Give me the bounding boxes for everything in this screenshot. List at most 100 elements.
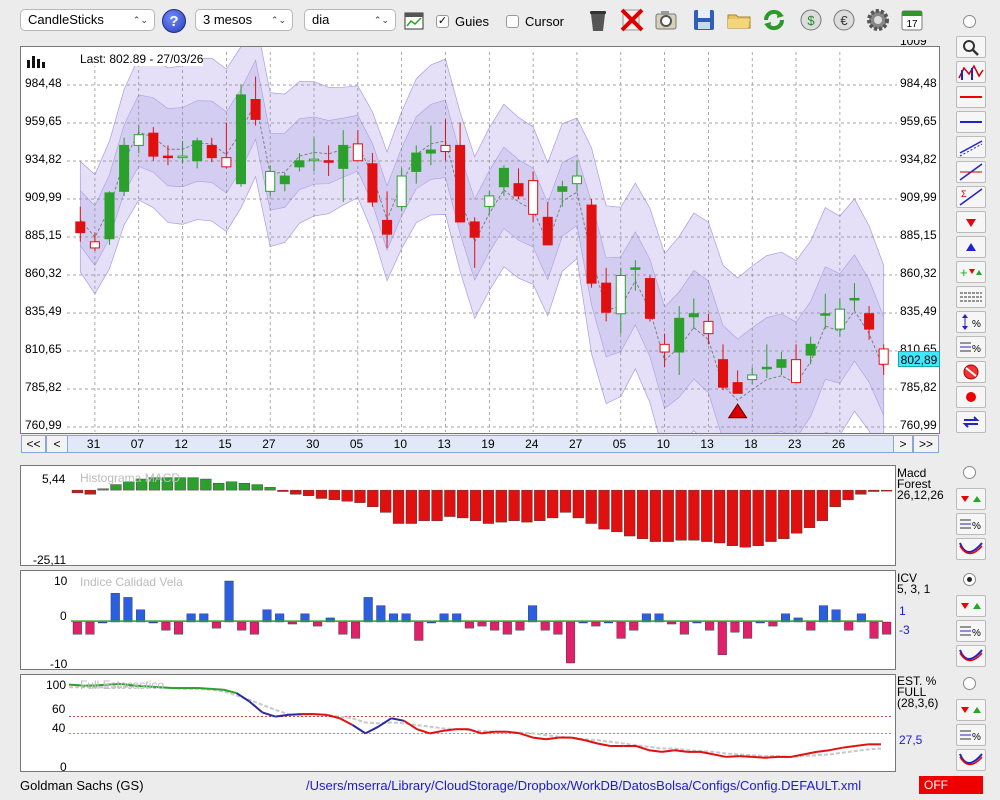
candle <box>221 122 232 169</box>
icv-radio[interactable] <box>963 573 976 586</box>
channel-icon[interactable] <box>956 136 986 158</box>
macd-bar <box>444 489 456 517</box>
icv-bar <box>603 621 613 624</box>
icv-bar <box>186 613 196 623</box>
sync-icon[interactable] <box>956 411 986 433</box>
stoch-line-segment <box>752 755 766 759</box>
macd-title: Histograma MACD <box>80 471 181 485</box>
scale-percent-icon[interactable]: % <box>956 311 986 333</box>
record-icon[interactable] <box>956 386 986 408</box>
help-button[interactable]: ? <box>162 9 186 33</box>
add-signal-icon[interactable]: + <box>956 261 986 283</box>
blue-hline-icon[interactable] <box>956 111 986 133</box>
stoch-curve-icon[interactable] <box>956 749 986 771</box>
nav-last-button[interactable]: >> <box>913 435 939 453</box>
delete-icon[interactable] <box>618 6 646 34</box>
y-tick-label: 959,65 <box>900 113 937 128</box>
x-tick-label: 27 <box>568 437 583 451</box>
chart-type-select[interactable]: CandleSticks ⌃⌄ <box>20 9 155 31</box>
svg-text:€: € <box>840 13 848 28</box>
nav-next-button[interactable]: > <box>893 435 913 453</box>
stoch-line-segment <box>313 713 327 716</box>
x-tick-label: 05 <box>349 437 364 451</box>
nav-first-button[interactable]: << <box>21 435 46 453</box>
chart-window-icon[interactable] <box>404 12 424 30</box>
stop-icon[interactable] <box>956 361 986 383</box>
cursor-checkbox[interactable] <box>506 15 519 28</box>
macd-bar <box>161 477 173 491</box>
euro-icon[interactable]: € <box>830 6 858 34</box>
macd-radio[interactable] <box>963 466 976 479</box>
stoch-y-0: 0 <box>60 760 67 774</box>
buy-arrow-icon[interactable] <box>956 236 986 258</box>
macd-bar <box>636 489 649 540</box>
candle <box>89 232 100 252</box>
stochastic-panel[interactable]: Full Estocastico <box>20 674 896 772</box>
sell-arrow-icon[interactable] <box>956 211 986 233</box>
interval-select[interactable]: dia ⌃⌄ <box>304 9 396 31</box>
stoch-line-segment <box>648 749 663 753</box>
macd-side-label-2: Forest <box>897 477 932 491</box>
current-price-badge: 802,89 <box>898 351 940 367</box>
macd-bar <box>110 484 122 491</box>
candle <box>235 84 247 187</box>
icv-bar <box>515 621 525 631</box>
stoch-line-segment <box>468 728 482 735</box>
icv-signals-icon[interactable] <box>956 595 986 617</box>
macd-bar <box>701 489 713 542</box>
nav-prev-button[interactable]: < <box>46 435 68 453</box>
macd-bar <box>547 489 559 519</box>
candle <box>148 127 159 161</box>
stoch-line-segment <box>248 700 263 714</box>
calendar-icon[interactable]: 17 <box>898 6 926 34</box>
gear-icon[interactable] <box>864 6 892 34</box>
macd-bar <box>829 489 841 508</box>
icv-bar <box>72 621 82 635</box>
stoch-line-segment <box>94 683 108 687</box>
grid-lines-icon[interactable] <box>956 286 986 308</box>
y-tick-label: 835,49 <box>900 303 937 318</box>
fibonacci-icon[interactable]: Σ <box>956 186 986 208</box>
stoch-line-segment <box>120 682 134 687</box>
icv-lines-icon[interactable]: % <box>956 620 986 642</box>
stoch-radio[interactable] <box>963 677 976 690</box>
chart-style-icon[interactable] <box>956 61 986 83</box>
trash-icon[interactable] <box>584 6 612 34</box>
candle <box>776 352 787 375</box>
icv-curve-icon[interactable] <box>956 645 986 667</box>
candle <box>279 172 290 192</box>
macd-signals-icon[interactable] <box>956 488 986 510</box>
icv-bar <box>110 593 120 623</box>
guies-checkbox[interactable]: ✓ <box>436 15 449 28</box>
refresh-icon[interactable] <box>760 6 788 34</box>
icv-bar <box>553 621 563 635</box>
candle <box>615 267 626 334</box>
macd-bar <box>816 489 828 521</box>
period-select[interactable]: 3 mesos ⌃⌄ <box>195 9 293 31</box>
camera-icon[interactable] <box>652 6 680 34</box>
stoch-signals-icon[interactable] <box>956 699 986 721</box>
candle <box>192 137 203 169</box>
stoch-lines-icon[interactable]: % <box>956 724 986 746</box>
macd-lines-icon[interactable]: % <box>956 513 986 535</box>
macd-bar <box>148 477 161 491</box>
icv-panel[interactable]: Indice Calidad Vela <box>20 570 896 670</box>
config-path-link[interactable]: /Users/mserra/Library/CloudStorage/Dropb… <box>306 778 862 793</box>
macd-panel[interactable]: Histograma MACD <box>20 465 896 566</box>
folder-icon[interactable] <box>725 6 753 34</box>
lines-percent-icon[interactable]: % <box>956 336 986 358</box>
macd-curve-icon[interactable] <box>956 538 986 560</box>
red-hline-icon[interactable] <box>956 86 986 108</box>
stoch-line-segment <box>68 683 82 687</box>
main-chart-panel[interactable]: Last: 802.89 - 27/03/26 <box>20 46 940 434</box>
toolbar-radio[interactable] <box>963 15 976 28</box>
save-icon[interactable] <box>690 6 718 34</box>
icv-bar <box>566 621 576 664</box>
stoch-line-segment <box>288 713 302 716</box>
zoom-icon[interactable] <box>956 36 986 58</box>
stoch-line-segment <box>107 682 121 686</box>
status-badge[interactable]: OFF <box>919 776 983 794</box>
trendline-icon[interactable] <box>956 161 986 183</box>
currency-refresh-icon[interactable]: $ <box>797 6 825 34</box>
y-tick-label: 909,99 <box>900 189 937 204</box>
